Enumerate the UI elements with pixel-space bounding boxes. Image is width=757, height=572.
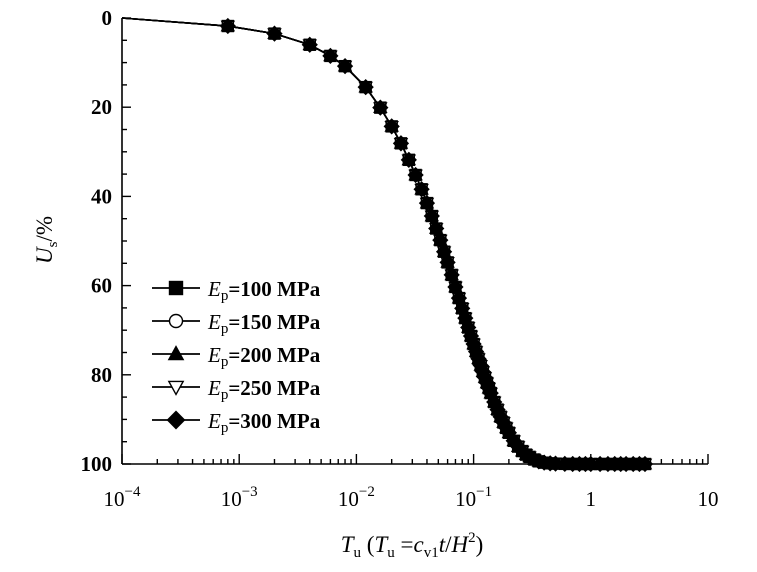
x-tick-base: 10 <box>698 487 719 511</box>
x-tick-base: 10 <box>455 487 476 511</box>
legend-value: =300 MPa <box>228 409 320 433</box>
data-point <box>357 78 374 96</box>
x-tick-label: 1 <box>586 487 597 511</box>
data-point <box>392 135 410 152</box>
legend-marker <box>167 380 185 396</box>
data-point <box>413 181 430 198</box>
y-tick-label: 60 <box>91 274 112 298</box>
x-tick-exponent: −1 <box>476 484 492 500</box>
data-point <box>322 47 339 65</box>
legend-sub: p <box>221 321 229 337</box>
x-tick-label: 10−1 <box>455 484 492 511</box>
y-axis-label: Us/% <box>32 216 61 264</box>
data-point <box>432 231 449 249</box>
x-tick-exponent: −4 <box>125 484 141 500</box>
legend-sub: p <box>221 354 229 370</box>
legend-marker <box>166 410 186 430</box>
legend-item: Ep=200 MPa <box>152 343 321 370</box>
series-line <box>121 17 645 465</box>
x-tick-base: 10 <box>338 487 359 511</box>
data-point <box>418 194 436 212</box>
x-tick-base: 1 <box>586 487 597 511</box>
legend-var: E <box>207 376 221 400</box>
legend-label: Ep=150 MPa <box>207 310 321 337</box>
data-point <box>423 207 440 225</box>
x-tick-base: 10 <box>221 487 242 511</box>
data-point <box>443 266 460 284</box>
data-point <box>428 220 445 237</box>
series-line <box>121 17 645 465</box>
legend-label: Ep=300 MPa <box>207 409 321 436</box>
x-axis-label: Tu (Tu =cv1t/H2) <box>341 530 484 561</box>
series-2 <box>121 17 652 471</box>
legend-sub: p <box>221 288 229 304</box>
series-group <box>121 17 654 473</box>
legend-item: Ep=150 MPa <box>152 310 321 337</box>
data-point <box>400 151 417 168</box>
legend-item: Ep=300 MPa <box>152 409 321 436</box>
x-tick-exponent: −2 <box>359 484 375 500</box>
y-tick-label: 40 <box>91 184 112 208</box>
legend-item: Ep=100 MPa <box>152 277 321 304</box>
y-tick-label: 0 <box>102 6 113 30</box>
legend-value: =150 MPa <box>228 310 320 334</box>
data-point <box>636 455 654 473</box>
data-point <box>383 118 400 135</box>
series-line <box>121 17 645 465</box>
legend-label: Ep=250 MPa <box>207 376 321 403</box>
x-tick-label: 10−2 <box>338 484 375 511</box>
legend-label: Ep=100 MPa <box>207 277 321 304</box>
data-point <box>372 99 389 116</box>
series-3 <box>121 17 653 470</box>
x-tick-label: 10 <box>698 487 719 511</box>
legend-item: Ep=250 MPa <box>152 376 321 403</box>
x-tick-label: 10−4 <box>104 484 141 511</box>
legend-marker <box>167 345 185 361</box>
series-4 <box>121 17 653 472</box>
data-point <box>266 25 283 42</box>
x-tick-base: 10 <box>104 487 125 511</box>
legend-label: Ep=200 MPa <box>207 343 321 370</box>
legend-value: =200 MPa <box>228 343 320 367</box>
legend-sub: p <box>221 420 229 436</box>
series-line <box>121 17 645 465</box>
data-point <box>439 254 456 271</box>
legend-var: E <box>207 409 221 433</box>
y-tick-label: 100 <box>81 452 113 476</box>
legend-sub: p <box>221 387 229 403</box>
legend-value: =100 MPa <box>228 277 320 301</box>
y-tick-label: 80 <box>91 363 112 387</box>
legend-var: E <box>207 343 221 367</box>
y-tick-label: 20 <box>91 95 112 119</box>
series-1 <box>121 17 652 471</box>
x-tick-label: 10−3 <box>221 484 258 511</box>
data-point <box>301 36 318 53</box>
data-point <box>219 17 236 35</box>
legend-var: E <box>207 277 221 301</box>
legend-marker <box>168 280 184 296</box>
legend-marker <box>168 313 184 329</box>
series-line <box>121 17 645 465</box>
legend-value: =250 MPa <box>228 376 320 400</box>
data-point <box>336 58 354 75</box>
x-tick-exponent: −3 <box>242 484 258 500</box>
legend-var: E <box>207 310 221 334</box>
series-5 <box>121 17 654 473</box>
data-point <box>407 166 424 184</box>
